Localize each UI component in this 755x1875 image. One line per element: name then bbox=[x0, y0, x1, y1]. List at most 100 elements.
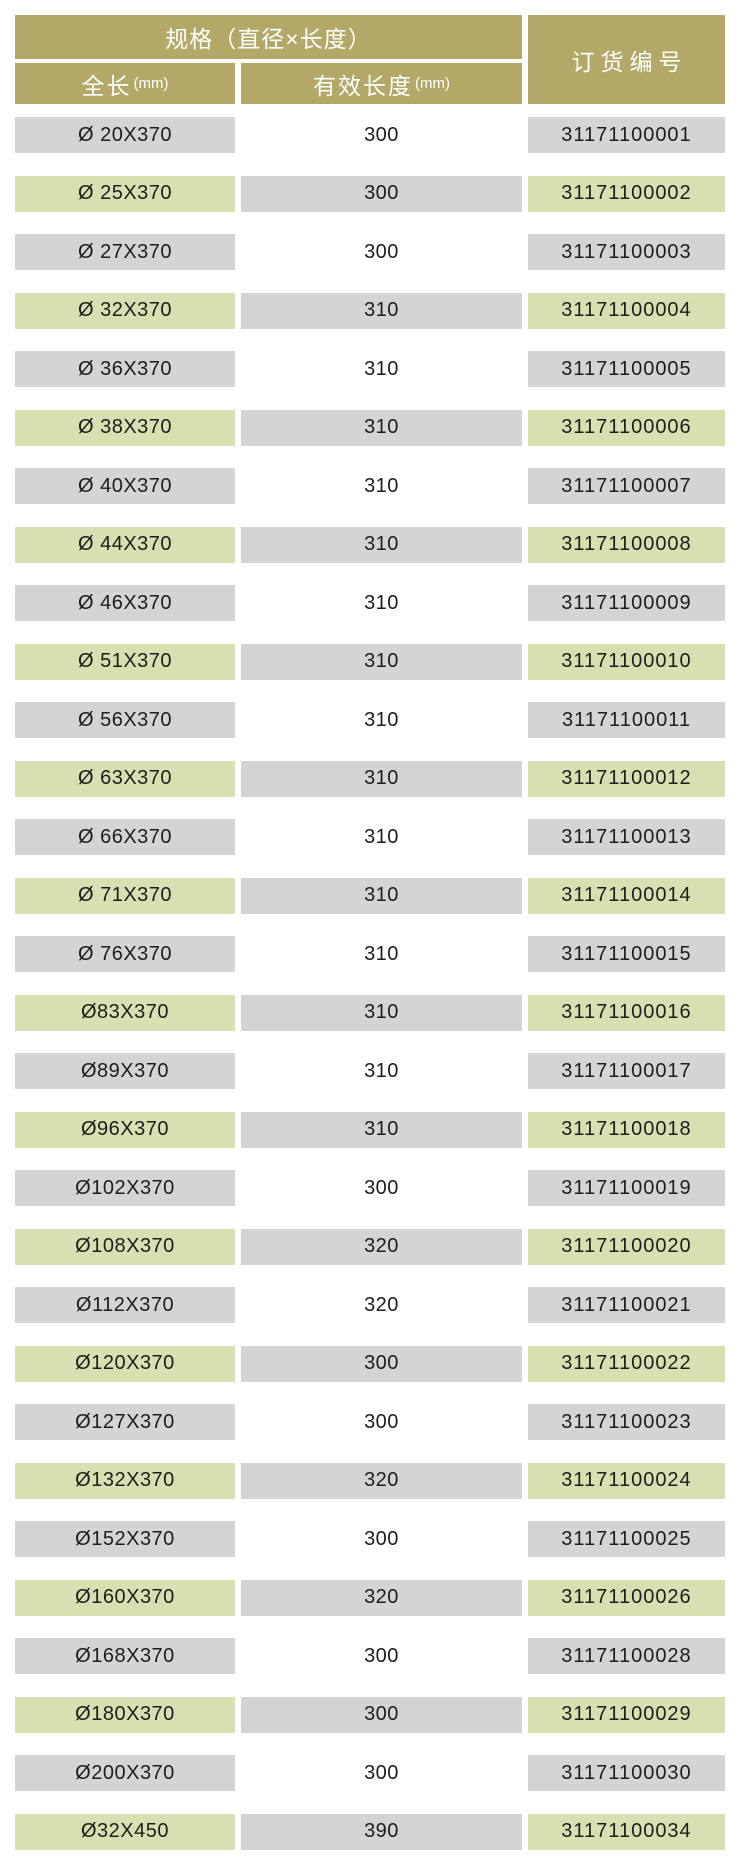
table-row: Ø102X370 300 31171100019 bbox=[15, 1170, 725, 1206]
effective-length-cell: 310 bbox=[241, 877, 522, 914]
spec-cell: Ø83X370 bbox=[15, 994, 235, 1031]
order-number-cell: 31171100014 bbox=[528, 877, 725, 914]
spec-cell: Ø 56X370 bbox=[15, 702, 235, 738]
order-number-cell: 31171100020 bbox=[528, 1228, 725, 1265]
spec-cell: Ø160X370 bbox=[15, 1579, 235, 1616]
effective-length-cell: 310 bbox=[241, 1111, 522, 1148]
table-row: Ø112X370 320 31171100021 bbox=[15, 1287, 725, 1323]
effective-length-cell: 310 bbox=[241, 526, 522, 563]
order-number-cell: 31171100025 bbox=[528, 1521, 725, 1557]
order-number-cell: 31171100005 bbox=[528, 351, 725, 387]
spec-cell: Ø152X370 bbox=[15, 1521, 235, 1557]
order-number-cell: 31171100013 bbox=[528, 819, 725, 855]
total-length-label: 全长 bbox=[81, 72, 132, 99]
table-row: Ø 71X370 310 31171100014 bbox=[15, 877, 725, 914]
table-row: Ø 32X370 310 31171100004 bbox=[15, 292, 725, 329]
effective-length-cell: 320 bbox=[364, 1293, 399, 1316]
table-row: Ø160X370 320 31171100026 bbox=[15, 1579, 725, 1616]
order-number-cell: 31171100012 bbox=[528, 760, 725, 797]
table-row: Ø108X370 320 31171100020 bbox=[15, 1228, 725, 1265]
order-number-cell: 31171100022 bbox=[528, 1345, 725, 1382]
table-row: Ø168X370 300 31171100028 bbox=[15, 1638, 725, 1674]
order-number-cell: 31171100028 bbox=[528, 1638, 725, 1674]
effective-length-cell: 300 bbox=[241, 175, 522, 212]
table-row: Ø89X370 310 31171100017 bbox=[15, 1053, 725, 1089]
effective-length-cell: 310 bbox=[241, 292, 522, 329]
table-row: Ø152X370 300 31171100025 bbox=[15, 1521, 725, 1557]
spec-cell: Ø102X370 bbox=[15, 1170, 235, 1206]
spec-cell: Ø32X450 bbox=[15, 1813, 235, 1850]
effective-length-cell: 320 bbox=[241, 1228, 522, 1265]
effective-length-subheader: 有效长度 (mm) bbox=[241, 63, 522, 104]
table-row: Ø32X450 390 31171100034 bbox=[15, 1813, 725, 1850]
order-number-cell: 31171100010 bbox=[528, 643, 725, 680]
order-number-header: 订货编号 bbox=[528, 15, 725, 104]
order-number-cell: 31171100030 bbox=[528, 1755, 725, 1791]
spec-table: 规格（直径×长度） 订货编号 全长 (mm) 有效长度 (mm) Ø 20X370 … bbox=[15, 15, 725, 1850]
order-number-cell: 31171100029 bbox=[528, 1696, 725, 1733]
spec-cell: Ø180X370 bbox=[15, 1696, 235, 1733]
effective-length-cell: 300 bbox=[364, 123, 399, 146]
spec-cell: Ø 44X370 bbox=[15, 526, 235, 563]
table-row: Ø 76X370 310 31171100015 bbox=[15, 936, 725, 972]
effective-length-cell: 320 bbox=[241, 1579, 522, 1616]
effective-length-cell: 300 bbox=[364, 1527, 399, 1550]
effective-length-cell: 310 bbox=[241, 994, 522, 1031]
effective-length-cell: 310 bbox=[364, 357, 399, 380]
table-row: Ø 44X370 310 31171100008 bbox=[15, 526, 725, 563]
effective-length-cell: 310 bbox=[364, 708, 399, 731]
order-number-cell: 31171100006 bbox=[528, 409, 725, 446]
effective-length-cell: 310 bbox=[241, 643, 522, 680]
spec-cell: Ø168X370 bbox=[15, 1638, 235, 1674]
table-row: Ø 36X370 310 31171100005 bbox=[15, 351, 725, 387]
spec-cell: Ø 40X370 bbox=[15, 468, 235, 504]
order-number-cell: 31171100034 bbox=[528, 1813, 725, 1850]
table-row: Ø180X370 300 31171100029 bbox=[15, 1696, 725, 1733]
effective-length-label: 有效长度 bbox=[313, 72, 413, 99]
effective-length-cell: 310 bbox=[241, 760, 522, 797]
spec-cell: Ø 46X370 bbox=[15, 585, 235, 621]
order-number-cell: 31171100003 bbox=[528, 234, 725, 270]
spec-cell: Ø 71X370 bbox=[15, 877, 235, 914]
order-number-cell: 31171100001 bbox=[528, 117, 725, 153]
order-number-cell: 31171100017 bbox=[528, 1053, 725, 1089]
table-row: Ø83X370 310 31171100016 bbox=[15, 994, 725, 1031]
spec-cell: Ø96X370 bbox=[15, 1111, 235, 1148]
order-number-cell: 31171100004 bbox=[528, 292, 725, 329]
effective-length-cell: 310 bbox=[364, 942, 399, 965]
spec-cell: Ø 51X370 bbox=[15, 643, 235, 680]
table-row: Ø 63X370 310 31171100012 bbox=[15, 760, 725, 797]
effective-length-cell: 310 bbox=[364, 1059, 399, 1082]
table-row: Ø 40X370 310 31171100007 bbox=[15, 468, 725, 504]
order-number-cell: 31171100024 bbox=[528, 1462, 725, 1499]
spec-cell: Ø127X370 bbox=[15, 1404, 235, 1440]
spec-cell: Ø120X370 bbox=[15, 1345, 235, 1382]
order-number-cell: 31171100019 bbox=[528, 1170, 725, 1206]
effective-length-cell: 310 bbox=[364, 474, 399, 497]
effective-length-cell: 300 bbox=[364, 240, 399, 263]
table-row: Ø 56X370 310 31171100011 bbox=[15, 702, 725, 738]
table-row: Ø 20X370 300 31171100001 bbox=[15, 117, 725, 153]
order-number-cell: 31171100009 bbox=[528, 585, 725, 621]
table-header: 规格（直径×长度） 订货编号 全长 (mm) 有效长度 (mm) bbox=[15, 15, 725, 104]
order-number-cell: 31171100023 bbox=[528, 1404, 725, 1440]
spec-cell: Ø 20X370 bbox=[15, 117, 235, 153]
spec-cell: Ø112X370 bbox=[15, 1287, 235, 1323]
table-row: Ø200X370 300 31171100030 bbox=[15, 1755, 725, 1791]
table-row: Ø 38X370 310 31171100006 bbox=[15, 409, 725, 446]
effective-length-cell: 300 bbox=[241, 1345, 522, 1382]
spec-cell: Ø 76X370 bbox=[15, 936, 235, 972]
table-row: Ø 66X370 310 31171100013 bbox=[15, 819, 725, 855]
table-row: Ø 46X370 310 31171100009 bbox=[15, 585, 725, 621]
table-row: Ø 25X370 300 31171100002 bbox=[15, 175, 725, 212]
table-row: Ø96X370 310 31171100018 bbox=[15, 1111, 725, 1148]
spec-cell: Ø 25X370 bbox=[15, 175, 235, 212]
spec-cell: Ø 32X370 bbox=[15, 292, 235, 329]
spec-cell: Ø132X370 bbox=[15, 1462, 235, 1499]
order-number-cell: 31171100002 bbox=[528, 175, 725, 212]
effective-length-cell: 300 bbox=[364, 1410, 399, 1433]
effective-length-cell: 310 bbox=[364, 591, 399, 614]
spec-cell: Ø89X370 bbox=[15, 1053, 235, 1089]
order-number-cell: 31171100026 bbox=[528, 1579, 725, 1616]
spec-cell: Ø 66X370 bbox=[15, 819, 235, 855]
